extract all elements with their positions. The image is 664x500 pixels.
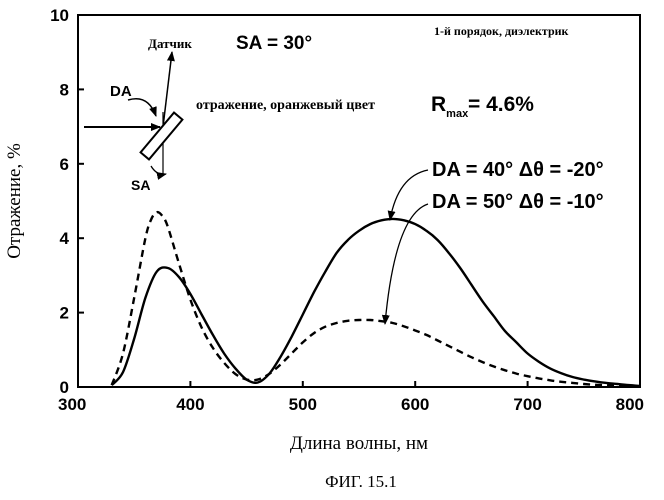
y-tick-label: 0 (60, 378, 69, 397)
x-tick-label: 800 (616, 395, 644, 414)
reflectance-chart: 300 400 500 600 700 800 0 2 4 6 8 10 Длина волны, … (0, 0, 664, 500)
dashed-series-label: DA = 50° Δθ = -10° (432, 191, 604, 213)
rmax-value: = 4.6% (468, 93, 534, 116)
y-tick-label: 6 (60, 155, 69, 174)
geometry-inset: Датчик DA SA (84, 36, 192, 193)
x-tick-label: 300 (58, 395, 86, 414)
corner-note: 1-й порядок, диэлектрик (434, 24, 569, 38)
series-layer (112, 212, 640, 386)
rmax-symbol: Rmax (431, 93, 469, 120)
x-tick-label: 500 (289, 395, 317, 414)
x-axis-ticks: 300 400 500 600 700 800 (58, 381, 644, 414)
y-tick-label: 8 (60, 80, 69, 99)
rmax-r: R (431, 93, 446, 116)
x-tick-label: 700 (513, 395, 541, 414)
y-tick-label: 2 (60, 304, 69, 323)
x-tick-label: 400 (176, 395, 204, 414)
detector-label: Датчик (148, 36, 192, 51)
solid-label-arrow (390, 170, 428, 220)
sample-plate (141, 113, 183, 160)
da-angle-arc (128, 99, 156, 116)
rmax-subscript: max (446, 108, 469, 120)
sa-angle-arc (151, 166, 166, 174)
series-line-dashed (112, 212, 640, 386)
sa-main-label: SA = 30° (236, 33, 312, 54)
da-label: DA (110, 83, 132, 100)
x-axis-label: Длина волны, нм (290, 433, 428, 454)
sa-small-label: SA (131, 177, 150, 193)
reflection-text: отражение, оранжевый цвет (196, 98, 375, 113)
figure-caption: ФИГ. 15.1 (325, 472, 397, 491)
y-axis-label: Отражение, % (4, 143, 25, 259)
solid-series-label: DA = 40° Δθ = -20° (432, 159, 604, 181)
x-tick-label: 600 (401, 395, 429, 414)
y-tick-label: 10 (50, 6, 69, 25)
y-tick-label: 4 (60, 229, 70, 248)
